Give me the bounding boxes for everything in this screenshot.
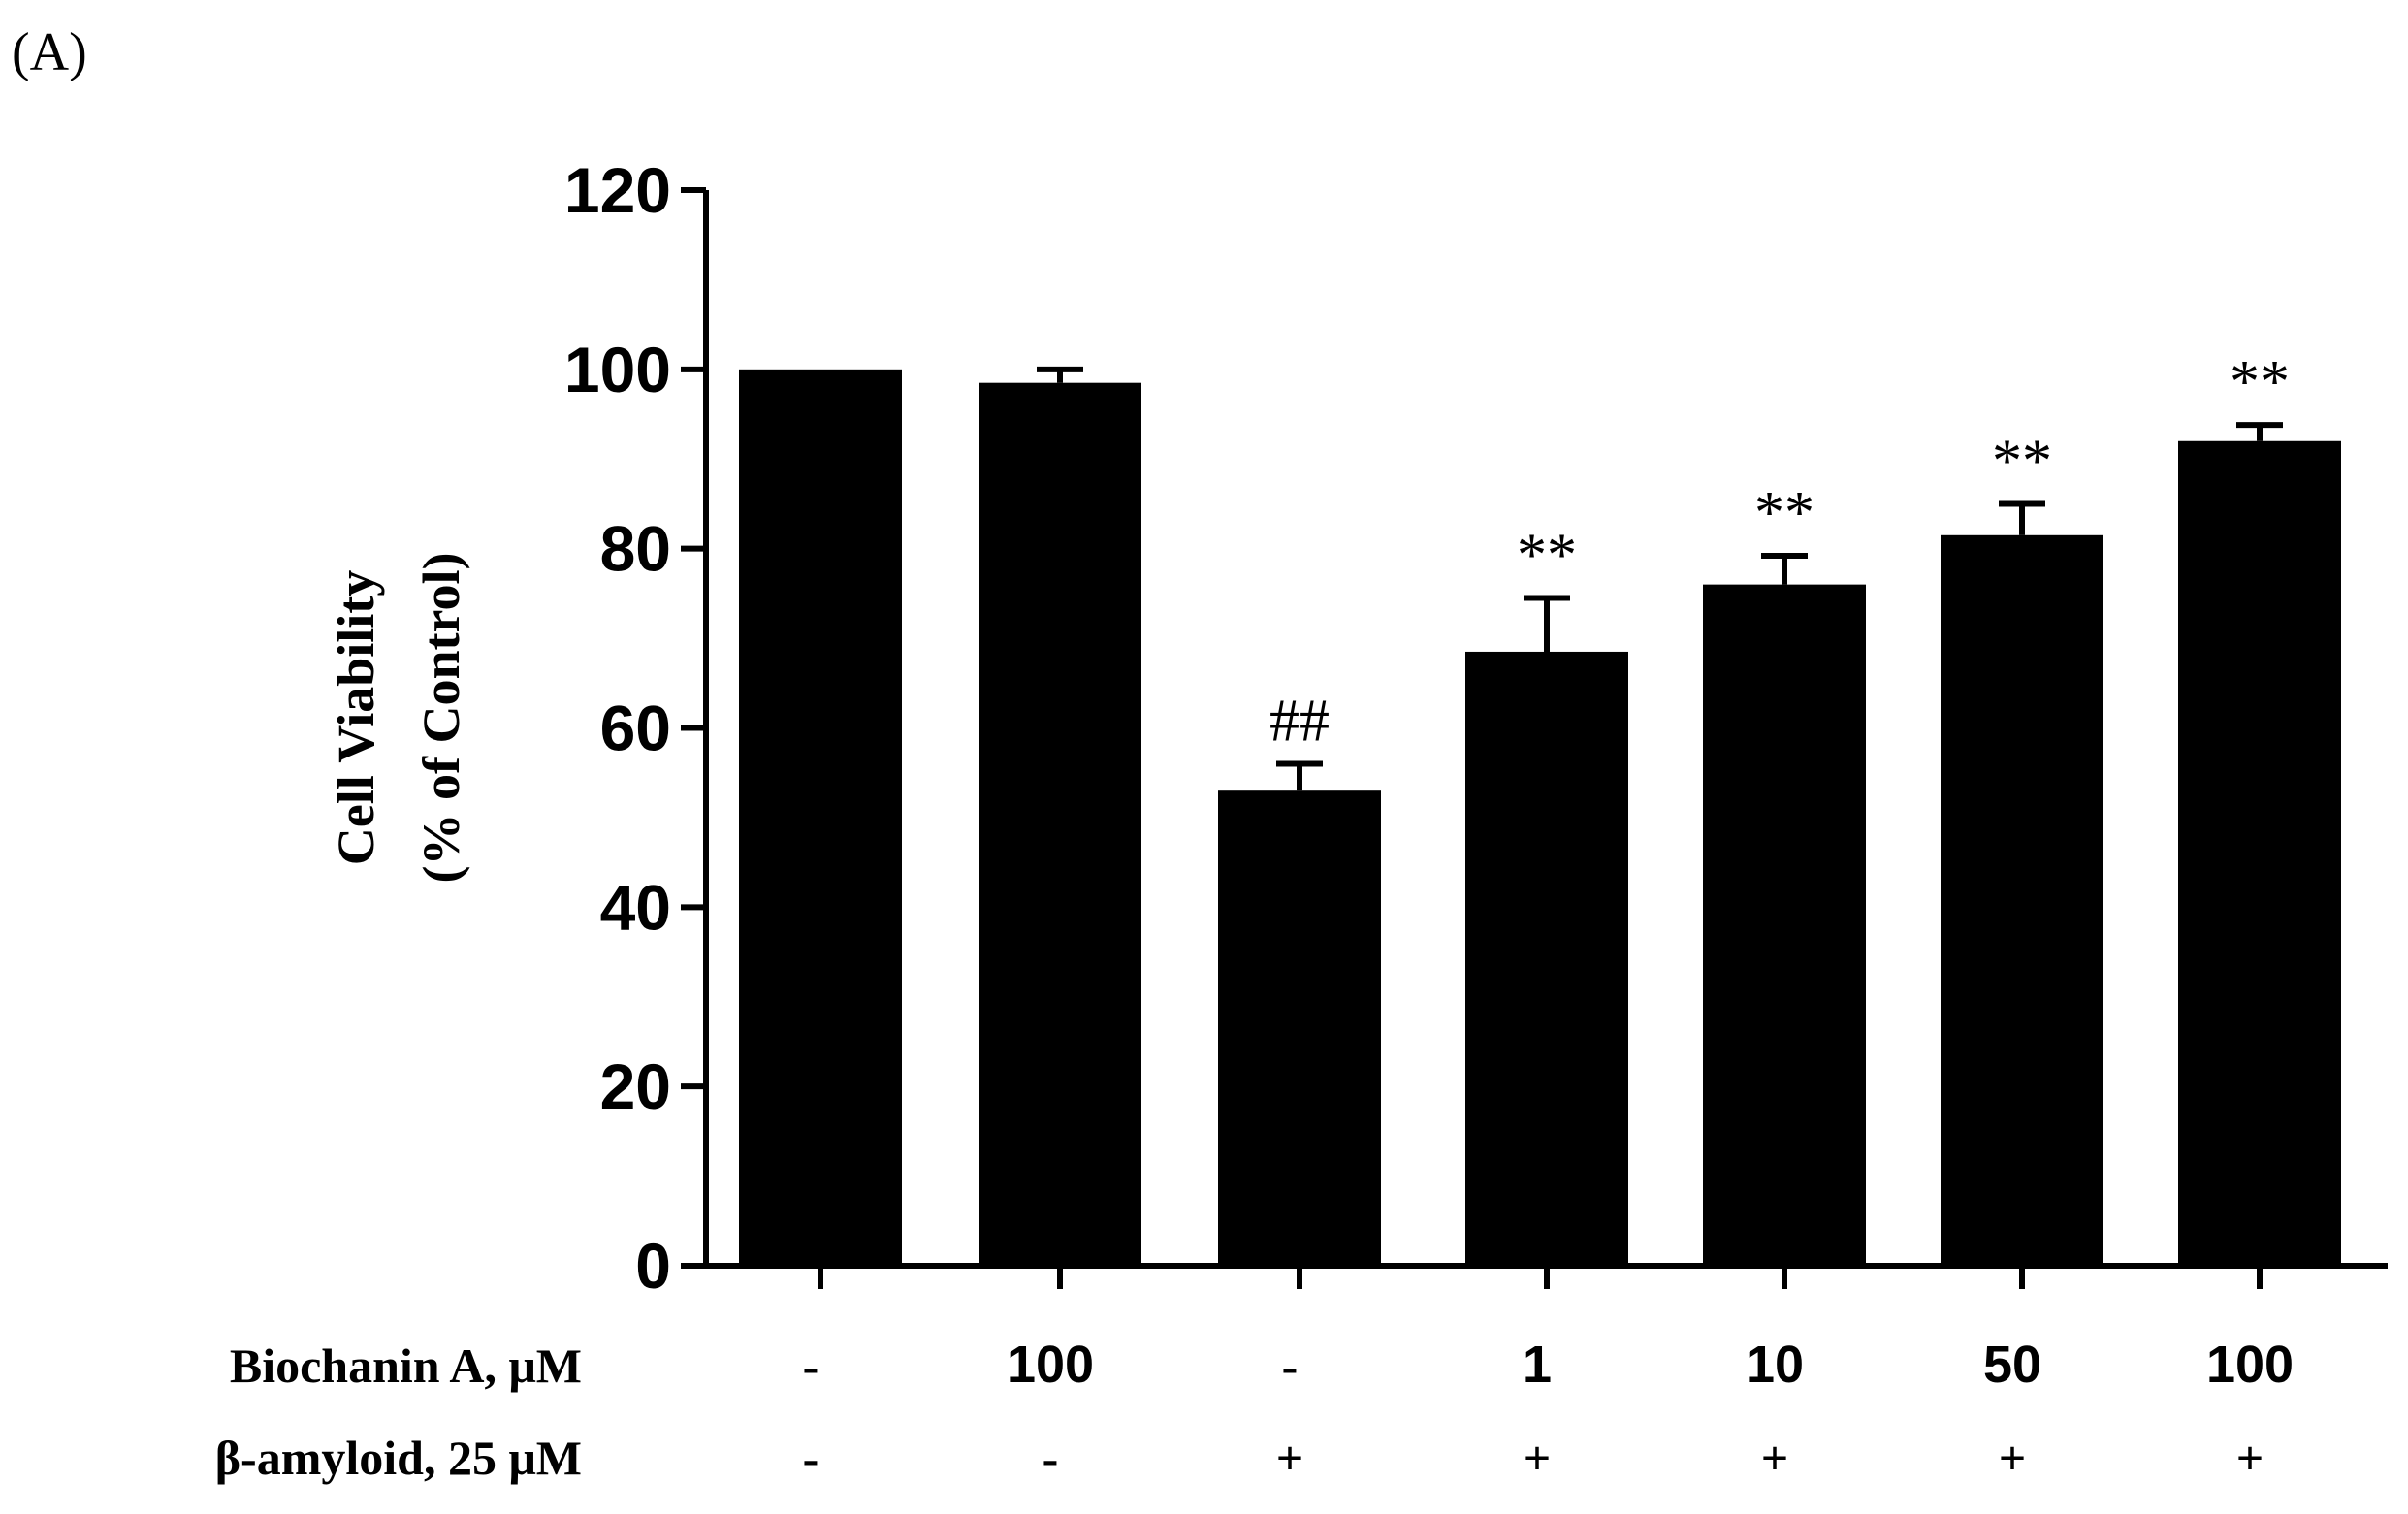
treatment-value: - bbox=[803, 1431, 819, 1485]
y-tick-label: 40 bbox=[600, 871, 671, 943]
treatment-value: + bbox=[1276, 1431, 1304, 1485]
significance-label: ** bbox=[1517, 522, 1577, 588]
y-axis-title: Cell Viability (% of Control) bbox=[327, 553, 470, 884]
y-tick-label: 60 bbox=[600, 693, 671, 764]
treatment-value: + bbox=[1761, 1431, 1789, 1485]
treatment-value: 1 bbox=[1523, 1336, 1552, 1394]
significance-label: ** bbox=[2230, 349, 2290, 415]
bar bbox=[1703, 584, 1866, 1266]
bar bbox=[1465, 651, 1628, 1266]
treatment-value: 100 bbox=[1007, 1336, 1094, 1394]
treatment-value: - bbox=[1043, 1431, 1059, 1485]
treatment-value: 100 bbox=[2206, 1336, 2294, 1394]
y-tick-label: 20 bbox=[600, 1050, 671, 1122]
bar bbox=[2178, 440, 2341, 1266]
y-tick-label: 120 bbox=[564, 154, 671, 226]
treatment-value: - bbox=[803, 1338, 819, 1393]
bars bbox=[739, 369, 2341, 1267]
bar bbox=[979, 382, 1141, 1267]
treatment-value: + bbox=[1524, 1431, 1552, 1485]
significance-label: ## bbox=[1269, 688, 1330, 754]
significance-annotations: ## ** ** ** ** bbox=[1269, 349, 2290, 754]
treatment-value: 10 bbox=[1746, 1336, 1804, 1394]
significance-label: ** bbox=[1992, 428, 2052, 494]
treatment-value: - bbox=[1282, 1338, 1299, 1393]
y-axis-title-line1: Cell Viability bbox=[327, 570, 385, 866]
bar bbox=[1941, 534, 2103, 1266]
y-tick-label: 80 bbox=[600, 513, 671, 585]
y-axis-title-line2: (% of Control) bbox=[412, 553, 470, 884]
error-bars bbox=[1037, 366, 2283, 791]
panel-label: (A) bbox=[12, 22, 87, 82]
treatment-row-label: β-amyloid, 25 μM bbox=[215, 1431, 582, 1485]
treatment-value: + bbox=[2236, 1431, 2264, 1485]
y-tick-label: 0 bbox=[635, 1230, 671, 1302]
treatment-value: + bbox=[1999, 1431, 2027, 1485]
bar bbox=[739, 369, 902, 1266]
bar bbox=[1218, 790, 1381, 1266]
treatment-value: 50 bbox=[1983, 1336, 2041, 1394]
treatment-row-label: Biochanin A, μM bbox=[230, 1338, 582, 1393]
x-ticks bbox=[818, 1266, 2263, 1289]
y-ticks: 0 20 40 60 80 100 120 bbox=[564, 154, 706, 1302]
treatment-table: Biochanin A, μM - 100 - 1 10 50 100 β-amyloid, 2… bbox=[215, 1336, 2294, 1485]
significance-label: ** bbox=[1754, 480, 1814, 546]
y-tick-label: 100 bbox=[564, 334, 671, 405]
